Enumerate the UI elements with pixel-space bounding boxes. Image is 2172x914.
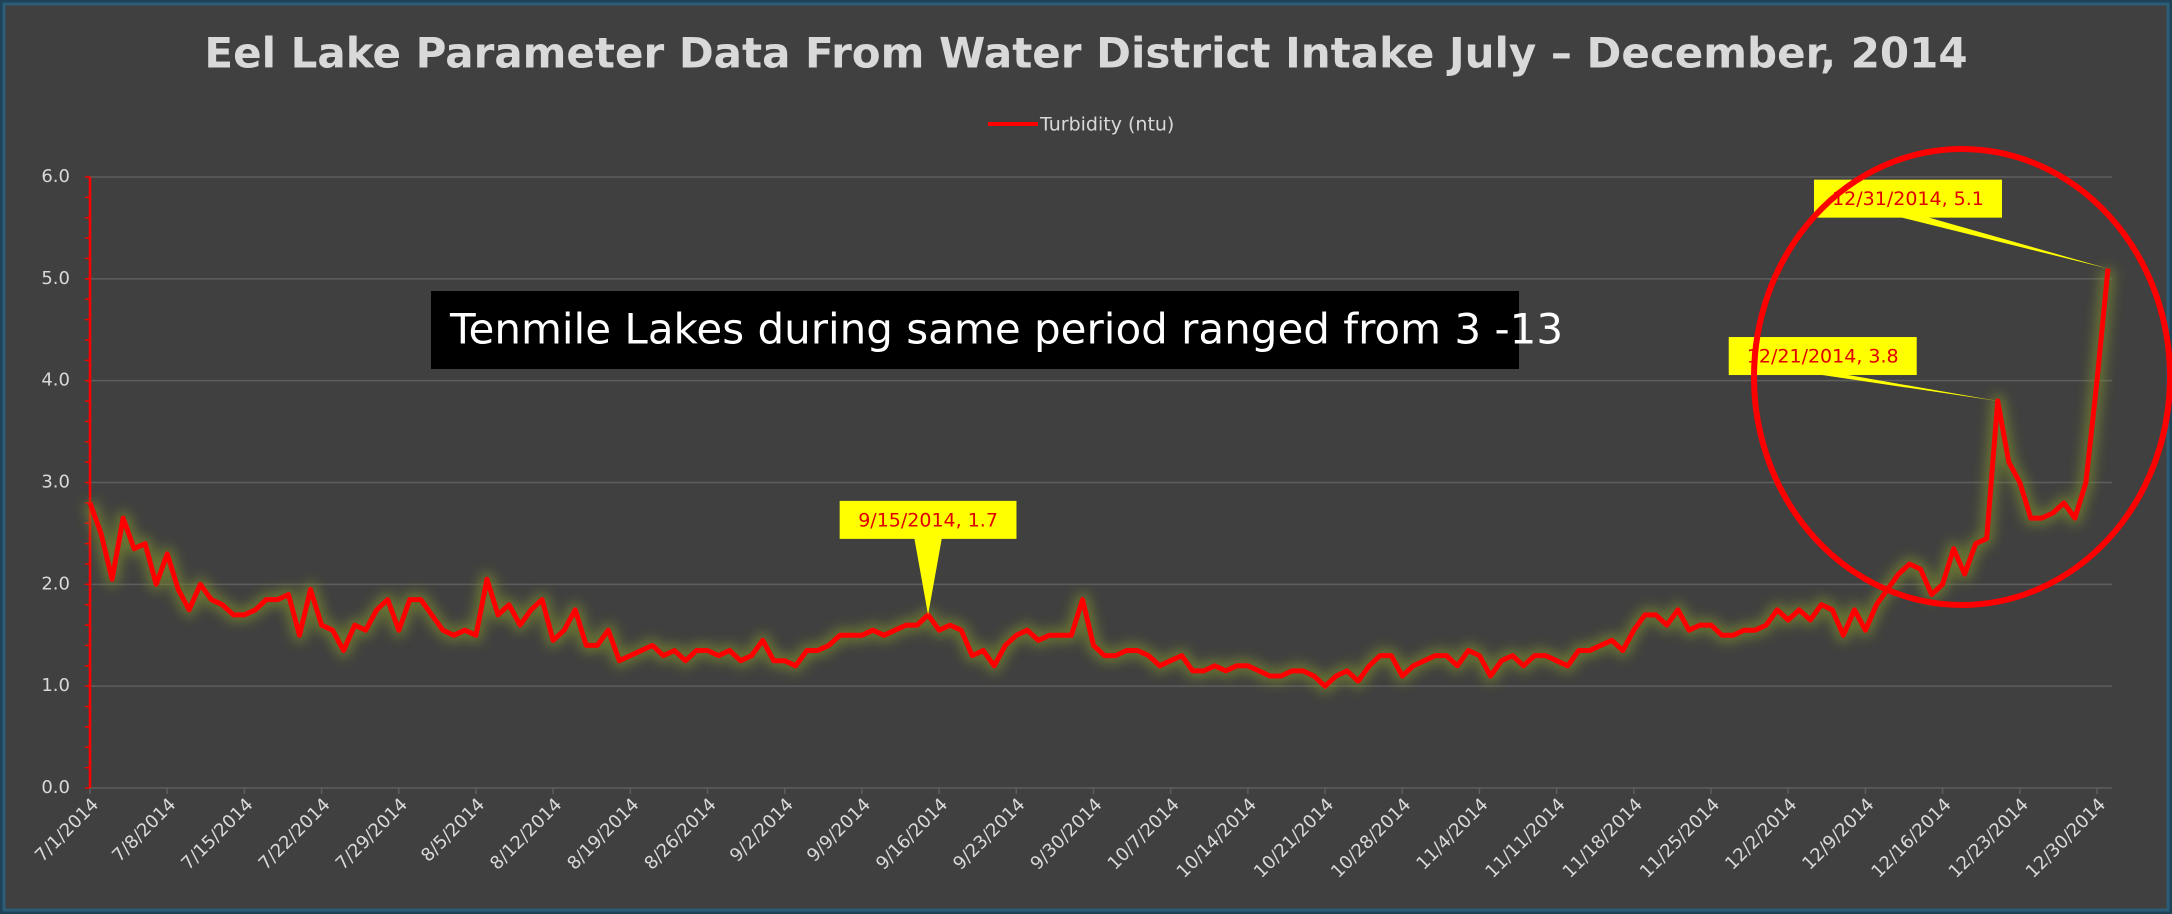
callout-box — [1728, 337, 1917, 376]
data-label-text: 12/31/2014, 5.1 — [1832, 188, 1984, 210]
y-tick-label: 0.0 — [41, 777, 70, 798]
legend-label: Turbidity (ntu) — [1039, 114, 1174, 136]
data-label-text: 9/15/2014, 1.7 — [858, 509, 998, 531]
data-label: 12/31/2014, 5.1 — [1814, 179, 2108, 269]
annotation-text: Tenmile Lakes during same period ranged … — [449, 305, 1563, 354]
y-tick-label: 6.0 — [41, 166, 70, 187]
chart-title: Eel Lake Parameter Data From Water Distr… — [204, 29, 1967, 78]
y-tick-label: 2.0 — [41, 573, 70, 594]
callout-box — [839, 500, 1017, 539]
data-label-text: 12/21/2014, 3.8 — [1747, 346, 1899, 368]
data-label: 12/21/2014, 3.8 — [1728, 337, 1998, 402]
highlight-circle — [1751, 146, 2172, 608]
y-tick-label: 4.0 — [41, 370, 70, 391]
data-label: 9/15/2014, 1.7 — [839, 500, 1017, 615]
y-tick-label: 1.0 — [41, 675, 70, 696]
annotation-box — [431, 291, 1519, 369]
callout-pointer — [1808, 373, 1998, 402]
legend: Turbidity (ntu) — [988, 114, 1174, 136]
callout-pointer — [914, 536, 943, 615]
series-line — [87, 268, 2111, 689]
y-tick-label: 5.0 — [41, 268, 70, 289]
callout-pointer — [1894, 215, 2108, 269]
y-tick-label: 3.0 — [41, 472, 70, 493]
